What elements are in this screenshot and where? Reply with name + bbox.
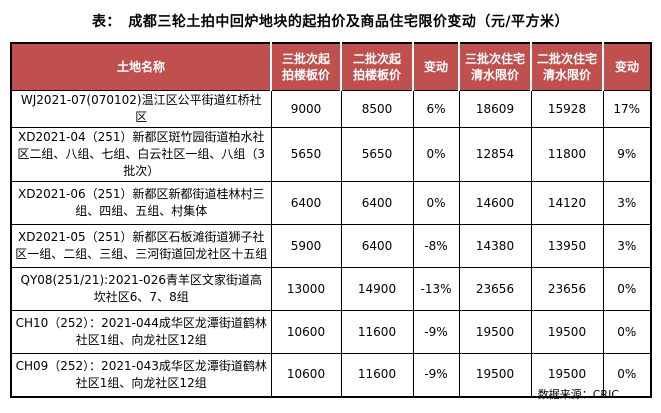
value-cell: 14120 (530, 181, 604, 225)
data-source-label: 数据来源：CRIC (537, 388, 619, 401)
land-name-cell: QY08(251/21):2021-026青羊区文家街道高坎社区6、7、8组 (10, 267, 272, 311)
col-header-change-2: 变动 (603, 43, 652, 91)
value-cell: 6400 (340, 224, 414, 268)
table-row: XD2021-04（251）新都区斑竹园街道柏水社区二组、八组、七组、白云社区一… (10, 127, 652, 182)
table-row: WJ2021-07(070102)温江区公平街道红桥社区 9000 8500 6% 18… (10, 90, 652, 128)
table-row: QY08(251/21):2021-026青羊区文家街道高坎社区6、7、8组 13… (10, 267, 652, 311)
land-name-cell: WJ2021-07(070102)温江区公平街道红桥社区 (10, 90, 272, 128)
value-cell: 6400 (340, 181, 414, 225)
value-cell: 14600 (458, 181, 532, 225)
value-cell: 11800 (530, 127, 604, 182)
value-cell: 12854 (458, 127, 532, 182)
value-cell: 17% (602, 90, 652, 128)
value-cell: 13000 (270, 267, 342, 311)
value-cell: 8500 (340, 90, 414, 128)
land-name-cell: XD2021-06（251）新都区新都街道桂林村三组、四组、五组、村集体 (10, 181, 272, 225)
value-cell: 11600 (340, 310, 414, 354)
land-name-cell: XD2021-05（251）新都区石板滩街道狮子社区一组、二组、三组、三河街道回… (10, 224, 272, 268)
value-cell: 0% (412, 127, 460, 182)
col-header-change-1: 变动 (413, 43, 460, 91)
land-name-cell: XD2021-04（251）新都区斑竹园街道柏水社区二组、八组、七组、白云社区一… (10, 127, 272, 182)
col-header-batch2-price-cap: 二批次住宅 清水限价 (531, 43, 604, 91)
col-header-batch3-price-cap: 三批次住宅 清水限价 (459, 43, 532, 91)
table-row: XD2021-06（251）新都区新都街道桂林村三组、四组、五组、村集体 6400… (10, 181, 652, 225)
value-cell: -9% (412, 353, 460, 397)
value-cell: 13950 (530, 224, 604, 268)
value-cell: 6% (412, 90, 460, 128)
value-cell: 0% (602, 267, 652, 311)
value-cell: 5650 (270, 127, 342, 182)
value-cell: 14380 (458, 224, 532, 268)
value-cell: 9% (602, 127, 652, 182)
col-header-batch2-floor-price: 二批次起 拍楼板价 (341, 43, 414, 91)
value-cell: -8% (412, 224, 460, 268)
value-cell: 10600 (270, 353, 342, 397)
value-cell: 5650 (340, 127, 414, 182)
value-cell: 0% (412, 181, 460, 225)
value-cell: 3% (602, 224, 652, 268)
value-cell: 23656 (530, 267, 604, 311)
land-price-table: 土地名称 三批次起 拍楼板价 二批次起 拍楼板价 变动 三批次住宅 清水限价 二… (10, 42, 652, 398)
value-cell: 10600 (270, 310, 342, 354)
value-cell: 15928 (530, 90, 604, 128)
col-header-land-name: 土地名称 (11, 43, 272, 91)
table-row: XD2021-05（251）新都区石板滩街道狮子社区一组、二组、三组、三河街道回… (10, 224, 652, 268)
value-cell: 5900 (270, 224, 342, 268)
value-cell: 19500 (530, 353, 604, 397)
header-row: 土地名称 三批次起 拍楼板价 二批次起 拍楼板价 变动 三批次住宅 清水限价 二… (11, 43, 652, 91)
table-row: CH09（252）：2021-043成华区龙潭街道鹤林社区1组、向龙社区12组 1… (10, 353, 652, 397)
value-cell: 0% (602, 353, 652, 397)
value-cell: 18609 (458, 90, 532, 128)
value-cell: -9% (412, 310, 460, 354)
value-cell: 3% (602, 181, 652, 225)
land-name-cell: CH10（252）：2021-044成华区龙潭街道鹤林社区1组、向龙社区12组 (10, 310, 272, 354)
page-title: 表： 成都三轮土拍中回炉地块的起拍价及商品住宅限价变动（元/平方米） (91, 14, 570, 30)
value-cell: -13% (412, 267, 460, 311)
table-row: CH10（252）：2021-044成华区龙潭街道鹤林社区1组、向龙社区12组 1… (10, 310, 652, 354)
value-cell: 0% (602, 310, 652, 354)
table-body: WJ2021-07(070102)温江区公平街道红桥社区 9000 8500 6% 18… (10, 90, 652, 397)
value-cell: 19500 (458, 353, 532, 397)
value-cell: 11600 (340, 353, 414, 397)
value-cell: 14900 (340, 267, 414, 311)
land-name-cell: CH09（252）：2021-043成华区龙潭街道鹤林社区1组、向龙社区12组 (10, 353, 272, 397)
value-cell: 6400 (270, 181, 342, 225)
value-cell: 23656 (458, 267, 532, 311)
value-cell: 19500 (530, 310, 604, 354)
col-header-batch3-floor-price: 三批次起 拍楼板价 (271, 43, 342, 91)
value-cell: 19500 (458, 310, 532, 354)
value-cell: 9000 (270, 90, 342, 128)
